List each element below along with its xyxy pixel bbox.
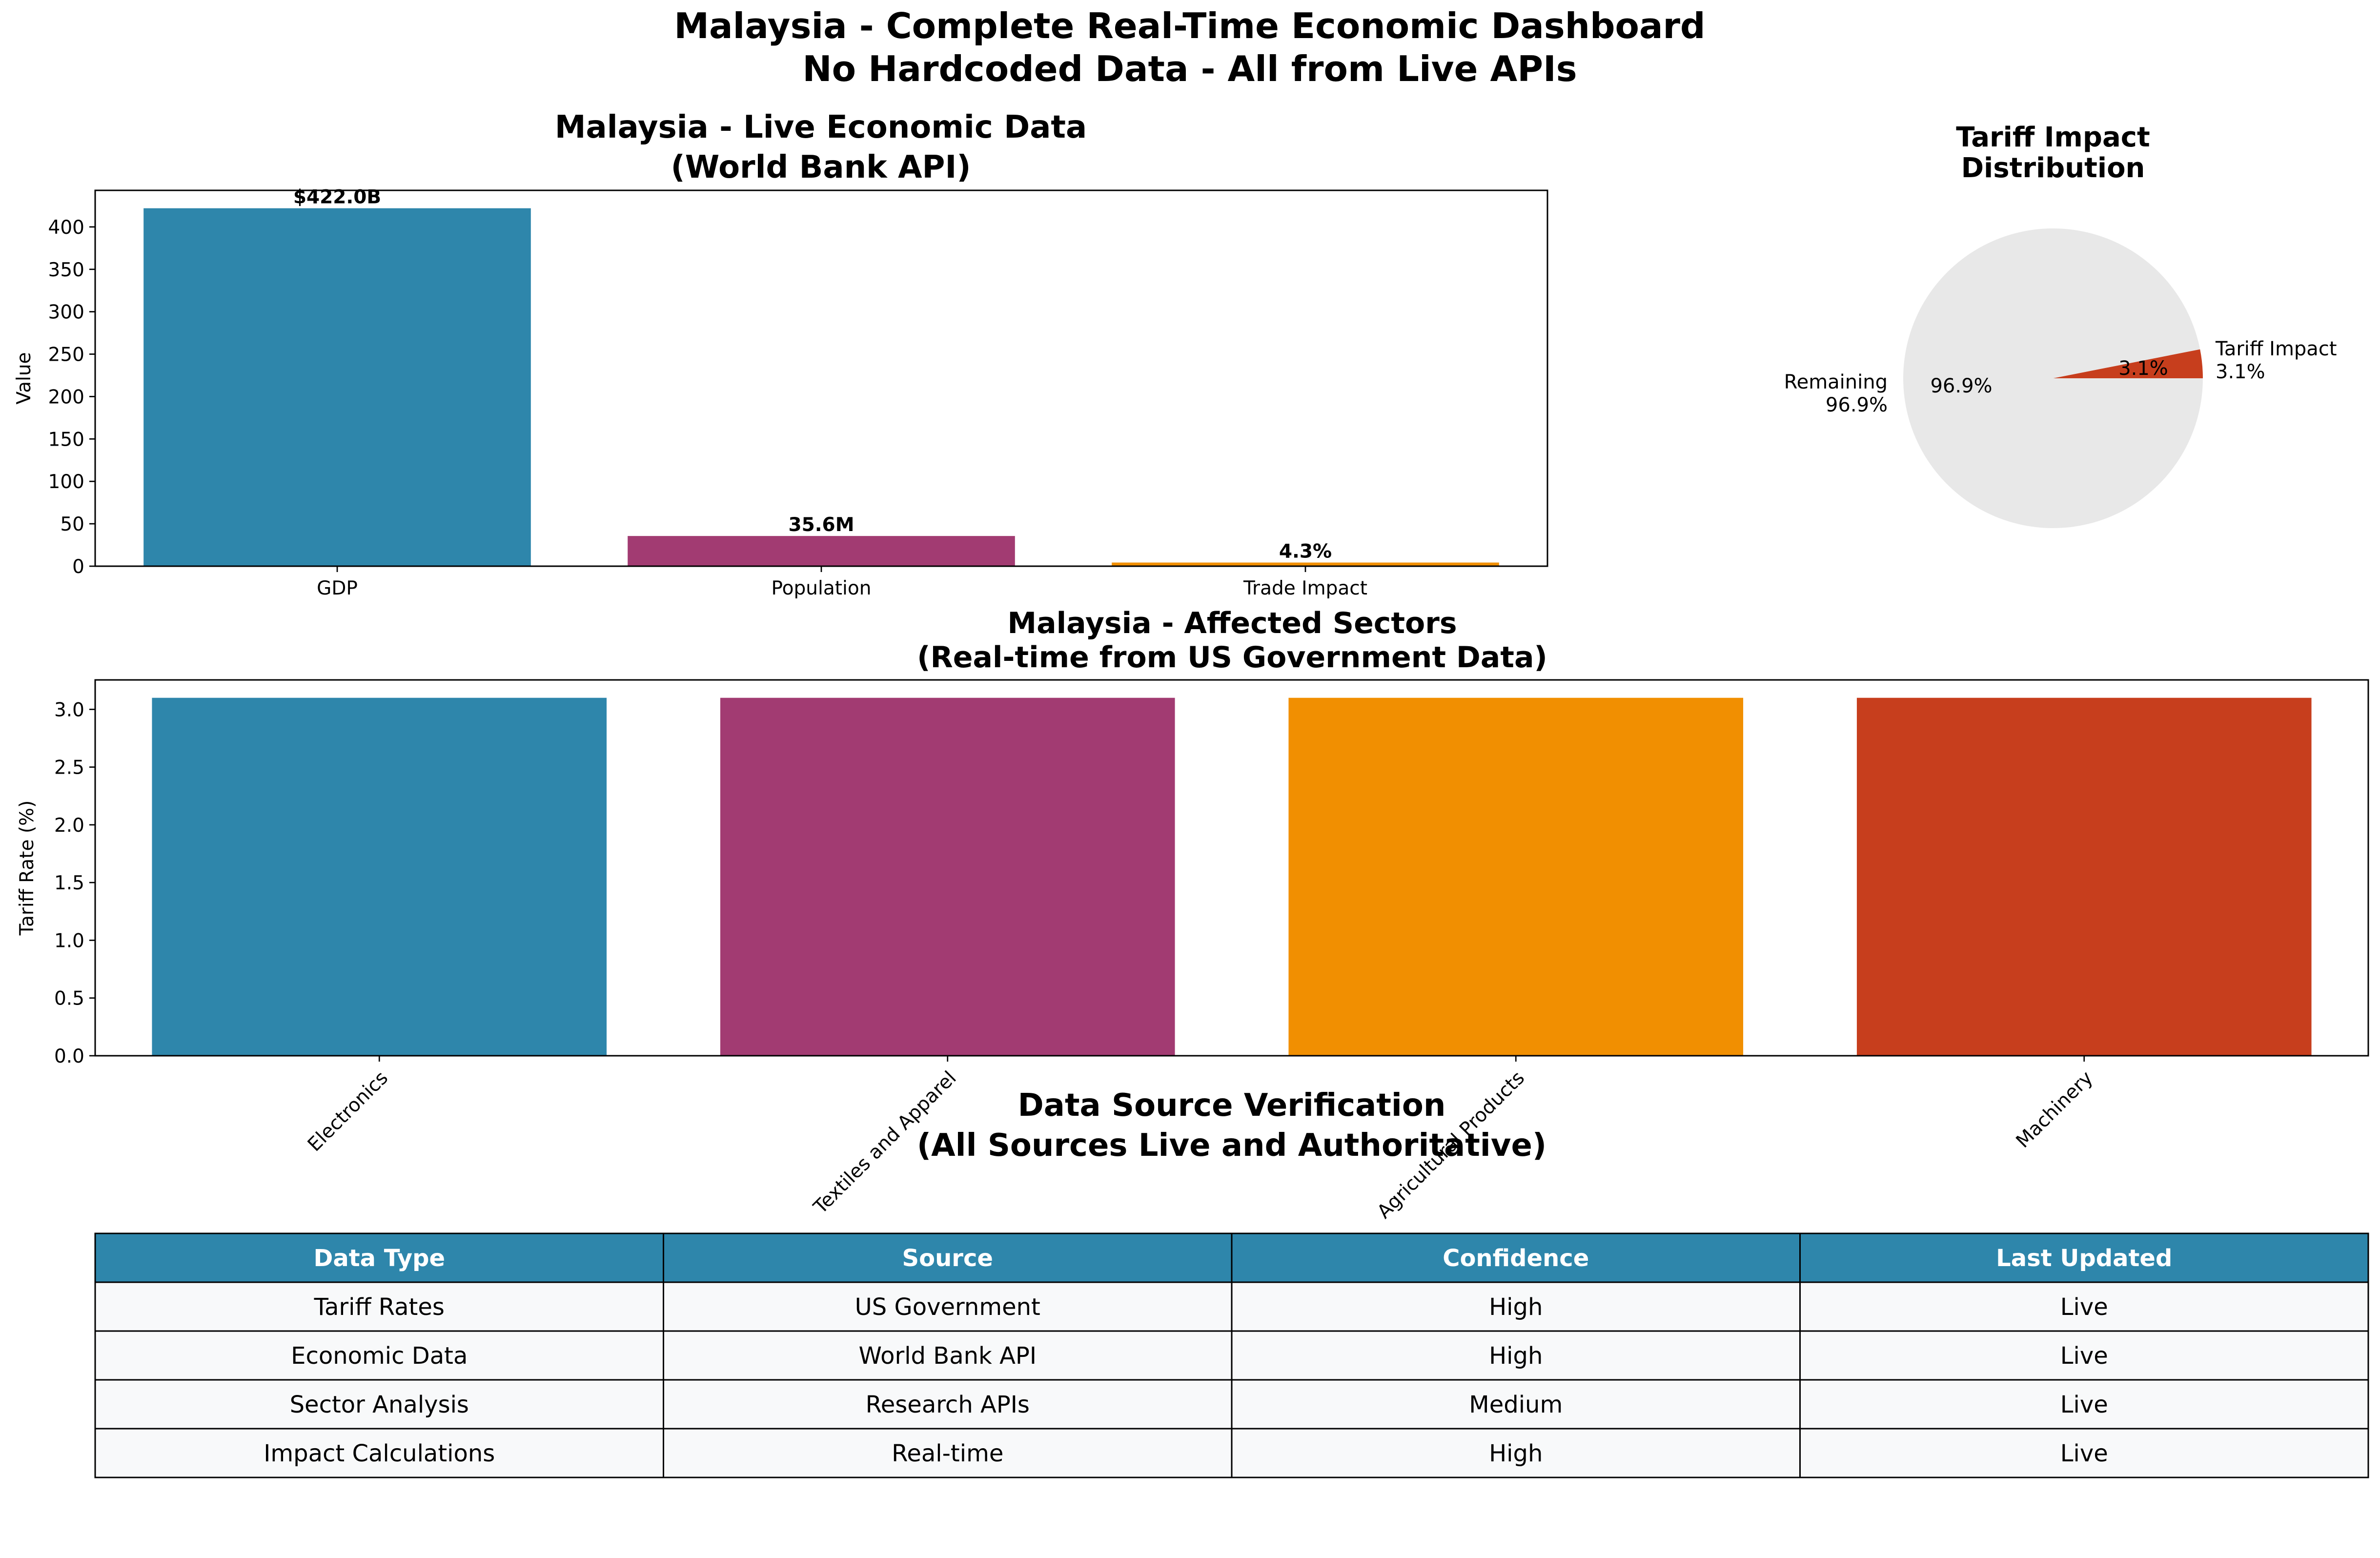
table-cell-text: Live	[2060, 1342, 2108, 1370]
pie-pct-tariff: 3.1%	[2118, 357, 2168, 380]
pie-title-line2: Distribution	[1961, 152, 2145, 184]
economic-plot-frame	[94, 189, 1548, 567]
sectors-y-ticks: 0.0 0.5 1.0 1.5 2.0 2.5 3.0	[54, 699, 95, 1067]
table-cell-text: Live	[2060, 1293, 2108, 1321]
y-tick-label: 0	[72, 556, 84, 578]
data-label-population: 35.6M	[788, 514, 854, 536]
table-cell-text: High	[1489, 1342, 1543, 1370]
table-cell-text: High	[1489, 1293, 1543, 1321]
verification-table: Data Type Source Confidence Last Updated Tar…	[94, 1232, 2369, 1478]
table-cell	[94, 1330, 664, 1381]
table-cell	[94, 1428, 664, 1478]
table-cell	[94, 1379, 664, 1430]
pie-label-remaining-line1: Remaining	[1784, 371, 1888, 393]
verification-table-section: Data Source Verification (All Sources Li…	[94, 1087, 2369, 1478]
y-tick-label: 250	[48, 344, 84, 366]
y-tick-label: 400	[48, 217, 84, 239]
pie-pct-remaining: 96.9%	[1930, 375, 1992, 397]
y-tick-label: 2.5	[54, 757, 84, 779]
y-tick-label: 100	[48, 471, 84, 493]
table-cell	[1799, 1281, 2369, 1332]
y-tick-label: 0.5	[54, 988, 84, 1010]
economic-data-chart: Malaysia - Live Economic Data (World Ban…	[13, 109, 1548, 599]
table-cell-text: Live	[2060, 1391, 2108, 1418]
table-cell-text: US Government	[855, 1293, 1040, 1321]
table-cell-text: Sector Analysis	[290, 1391, 469, 1418]
tariff-pie-chart: Tariff Impact Distribution Tariff Impact…	[1784, 122, 2337, 528]
y-tick-label: 1.5	[54, 872, 84, 894]
table-cell-text: High	[1489, 1440, 1543, 1467]
data-label-gdp: $422.0B	[293, 186, 381, 208]
table-cell	[1231, 1330, 1801, 1381]
y-tick-label: 200	[48, 386, 84, 408]
table-cell	[1799, 1428, 2369, 1478]
x-tick-label-gdp: GDP	[317, 577, 358, 599]
y-tick-label: 50	[60, 513, 84, 535]
table-cell	[1799, 1330, 2369, 1381]
economic-bars-group	[143, 208, 1499, 567]
sector-bar-textiles-and-apparel	[720, 697, 1175, 1056]
economic-y-ticks: 0 50 100 150 200 250 300 350 400	[48, 217, 95, 578]
table-cell	[663, 1428, 1233, 1478]
bar-gdp	[143, 208, 531, 567]
table-header-cell	[1231, 1232, 1801, 1283]
sectors-bars-group	[152, 697, 2312, 1056]
table-cell	[663, 1330, 1233, 1381]
y-tick-label: 2.0	[54, 815, 84, 837]
sector-bar-agricultural-products	[1288, 697, 1744, 1056]
x-tick-label-trade-impact: Trade Impact	[1243, 577, 1367, 599]
economic-x-ticks: GDP Population Trade Impact	[317, 566, 1367, 599]
pie-slice-tariff-impact	[2053, 349, 2203, 378]
y-tick-label: 0.0	[54, 1046, 84, 1067]
table-cell-text: Impact Calculations	[264, 1440, 495, 1467]
table-cell-text: Economic Data	[291, 1342, 468, 1370]
economic-chart-title-line2: (World Bank API)	[671, 149, 971, 185]
sectors-y-axis-label: Tariff Rate (%)	[16, 800, 38, 936]
table-title-line2: (All Sources Live and Authoritative)	[917, 1128, 1546, 1164]
table-header-data-type: Data Type	[313, 1245, 445, 1272]
bar-population	[628, 536, 1015, 566]
table-cell-text: Medium	[1469, 1391, 1563, 1418]
x-tick-label-population: Population	[772, 577, 872, 599]
data-label-trade-impact: 4.3%	[1279, 541, 1332, 563]
y-tick-label: 1.0	[54, 930, 84, 952]
sector-bar-machinery	[1856, 697, 2312, 1056]
pie-title-line1: Tariff Impact	[1956, 122, 2150, 153]
table-header-source: Source	[902, 1245, 993, 1272]
table-cell-text: Real-time	[892, 1440, 1003, 1467]
suptitle-line2: No Hardcoded Data - All from Live APIs	[802, 48, 1577, 89]
y-tick-label: 300	[48, 302, 84, 324]
sectors-plot-frame	[94, 679, 2369, 1057]
sector-bar-electronics	[152, 697, 607, 1056]
table-header-cell	[1799, 1232, 2369, 1283]
y-tick-label: 3.0	[54, 699, 84, 721]
table-cell	[94, 1281, 664, 1332]
table-header-confidence: Confidence	[1443, 1245, 1589, 1272]
table-cell	[1799, 1379, 2369, 1430]
economic-chart-title-line1: Malaysia - Live Economic Data	[555, 109, 1087, 145]
sectors-chart-title-line1: Malaysia - Affected Sectors	[1007, 606, 1457, 640]
table-title-line1: Data Source Verification	[1018, 1087, 1446, 1124]
table-cell-text: Live	[2060, 1440, 2108, 1467]
bar-trade-impact	[1112, 562, 1499, 566]
y-tick-label: 350	[48, 259, 84, 281]
pie-slices-group	[1903, 228, 2203, 528]
pie-label-tariff-line1: Tariff Impact	[2215, 338, 2337, 360]
table-cell	[663, 1379, 1233, 1430]
pie-slice-remaining	[1903, 228, 2203, 528]
table-cell-text: Tariff Rates	[314, 1293, 445, 1321]
pie-label-remaining-line2: 96.9%	[1826, 394, 1888, 416]
table-cell	[1231, 1379, 1801, 1430]
y-tick-label: 150	[48, 429, 84, 451]
suptitle-line1: Malaysia - Complete Real-Time Economic D…	[674, 5, 1705, 46]
pie-label-tariff-line2: 3.1%	[2216, 361, 2265, 383]
table-cell-text: World Bank API	[858, 1342, 1037, 1370]
table-cell-text: Research APIs	[866, 1391, 1030, 1418]
table-header-last-updated: Last Updated	[1996, 1245, 2172, 1272]
sectors-chart-title-line2: (Real-time from US Government Data)	[917, 640, 1547, 675]
economic-y-axis-label: Value	[13, 352, 35, 404]
